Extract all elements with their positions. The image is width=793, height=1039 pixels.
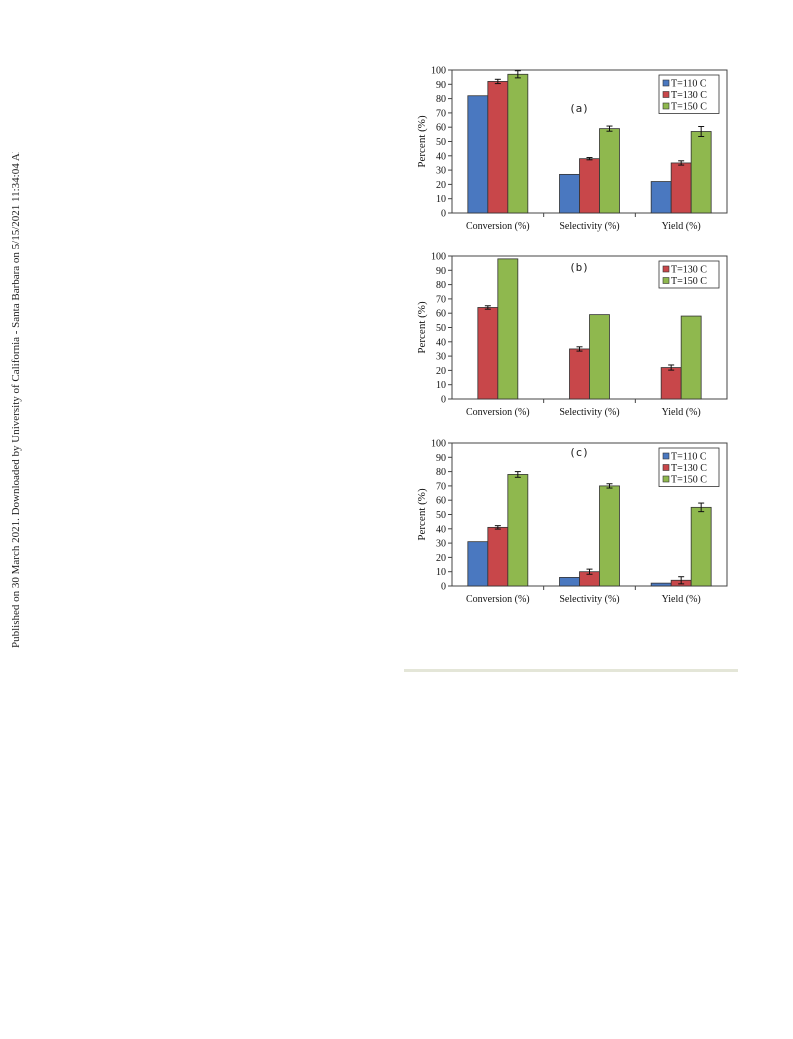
legend-swatch bbox=[662, 475, 670, 483]
x-category-label: Selectivity (%) bbox=[559, 594, 619, 605]
y-tick-label: 50 bbox=[436, 510, 446, 521]
legend-label: T=130 C bbox=[671, 265, 707, 276]
y-tick-label: 50 bbox=[436, 323, 446, 334]
panel-label: (c) bbox=[569, 446, 589, 459]
bar bbox=[559, 577, 580, 587]
legend-label: T=110 C bbox=[671, 452, 707, 463]
y-tick-label: 90 bbox=[436, 266, 446, 277]
y-tick-label: 90 bbox=[436, 453, 446, 464]
y-tick-label: 30 bbox=[436, 166, 446, 177]
bar bbox=[569, 348, 590, 400]
bar bbox=[487, 81, 509, 214]
y-tick-label: 80 bbox=[436, 467, 446, 478]
panel-label: (b) bbox=[569, 261, 589, 274]
y-tick-label: 40 bbox=[436, 524, 446, 535]
bar bbox=[467, 95, 489, 214]
bar bbox=[660, 367, 682, 400]
bar bbox=[599, 128, 620, 214]
bar-chart-c: 0 10 20 30 40 50 60 70 80 90 100 Percent (%) Convers… bbox=[416, 439, 728, 605]
bar-chart-a: 0 10 20 30 40 50 60 70 80 90 100 Percent (%) Convers… bbox=[416, 66, 728, 232]
x-category-label: Conversion (%) bbox=[466, 594, 530, 605]
y-tick-label: 20 bbox=[436, 366, 446, 377]
x-category-label: Conversion (%) bbox=[466, 221, 530, 232]
y-tick-label: 40 bbox=[436, 151, 446, 162]
legend-label: T=150 C bbox=[671, 276, 707, 287]
bar bbox=[589, 314, 610, 400]
y-tick-label: 0 bbox=[441, 209, 446, 220]
x-category-label: Conversion (%) bbox=[466, 407, 530, 418]
bar bbox=[487, 526, 509, 587]
bar bbox=[477, 307, 499, 400]
bar bbox=[559, 173, 580, 214]
bar bbox=[670, 162, 692, 214]
legend-swatch bbox=[662, 91, 670, 98]
y-tick-label: 80 bbox=[436, 94, 446, 105]
bar bbox=[690, 506, 712, 587]
y-tick-label: 60 bbox=[436, 123, 446, 134]
section-divider bbox=[404, 669, 738, 672]
bar bbox=[680, 315, 702, 400]
y-tick-label: 70 bbox=[436, 481, 446, 492]
y-tick-label: 20 bbox=[436, 553, 446, 564]
download-watermark: Published on 30 March 2021. Downloaded b… bbox=[4, 152, 26, 652]
x-category-label: Selectivity (%) bbox=[559, 407, 619, 418]
y-tick-label: 30 bbox=[436, 352, 446, 363]
legend-swatch bbox=[662, 79, 670, 87]
x-category-label: Selectivity (%) bbox=[559, 221, 619, 232]
bar bbox=[579, 158, 600, 214]
bar bbox=[599, 485, 620, 587]
bar bbox=[650, 582, 672, 587]
bar bbox=[467, 541, 489, 587]
legend-label: T=110 C bbox=[671, 79, 707, 90]
download-watermark-text: Published on 30 March 2021. Downloaded b… bbox=[10, 152, 22, 648]
bar bbox=[507, 474, 529, 587]
y-tick-label: 60 bbox=[436, 496, 446, 507]
bar bbox=[690, 131, 712, 214]
x-category-label: Yield (%) bbox=[662, 221, 701, 232]
y-tick-label: 20 bbox=[436, 180, 446, 191]
legend-swatch bbox=[662, 265, 670, 273]
y-tick-label: 70 bbox=[436, 108, 446, 119]
legend-swatch bbox=[662, 277, 670, 284]
y-tick-label: 30 bbox=[436, 539, 446, 550]
y-tick-label: 10 bbox=[436, 380, 446, 391]
legend-swatch bbox=[662, 464, 670, 471]
y-axis-label: Percent (%) bbox=[416, 301, 428, 354]
bar-chart-b: 0 10 20 30 40 50 60 70 80 90 100 Percent (%) Convers… bbox=[416, 252, 728, 418]
y-tick-label: 100 bbox=[431, 439, 446, 450]
bar bbox=[497, 258, 519, 400]
y-tick-label: 100 bbox=[431, 66, 446, 77]
y-tick-label: 0 bbox=[441, 582, 446, 593]
legend-swatch bbox=[662, 102, 670, 110]
panel-label: (a) bbox=[569, 102, 589, 115]
y-tick-label: 100 bbox=[431, 252, 446, 263]
y-tick-label: 40 bbox=[436, 337, 446, 348]
bar bbox=[507, 73, 529, 214]
legend-label: T=150 C bbox=[671, 475, 707, 486]
legend-label: T=150 C bbox=[671, 102, 707, 113]
x-category-label: Yield (%) bbox=[662, 407, 701, 418]
y-tick-label: 10 bbox=[436, 194, 446, 205]
y-axis-label: Percent (%) bbox=[416, 115, 428, 168]
y-tick-label: 10 bbox=[436, 567, 446, 578]
legend-label: T=130 C bbox=[671, 463, 707, 474]
legend-swatch bbox=[662, 452, 670, 460]
y-tick-label: 80 bbox=[436, 280, 446, 291]
y-tick-label: 90 bbox=[436, 80, 446, 91]
y-tick-label: 0 bbox=[441, 395, 446, 406]
y-tick-label: 60 bbox=[436, 309, 446, 320]
y-axis-label: Percent (%) bbox=[416, 488, 428, 541]
y-tick-label: 50 bbox=[436, 137, 446, 148]
x-category-label: Yield (%) bbox=[662, 594, 701, 605]
bar bbox=[650, 181, 672, 214]
legend-label: T=130 C bbox=[671, 90, 707, 101]
y-tick-label: 70 bbox=[436, 294, 446, 305]
